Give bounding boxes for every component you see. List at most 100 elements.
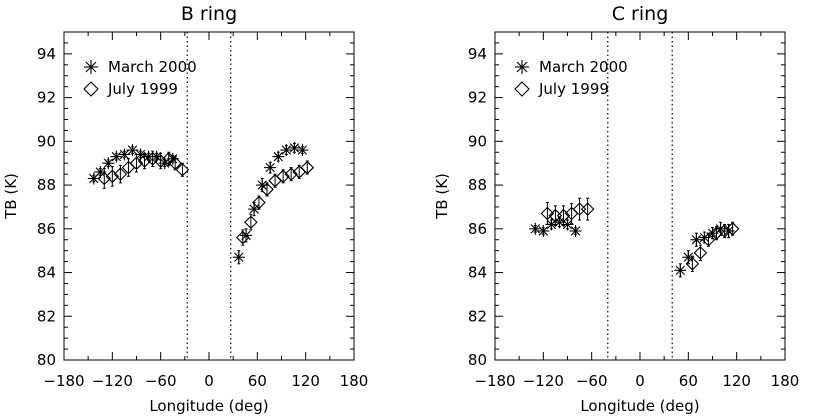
- y-tick-label: 90: [37, 132, 56, 150]
- data-point-july-1999: [175, 162, 190, 177]
- legend-marker-asterisk: [84, 60, 98, 74]
- legend: March 2000 July 1999: [514, 58, 628, 98]
- data-point-july-1999: [300, 160, 315, 175]
- y-axis: 80 82 84 86 88 90 92 94: [37, 31, 354, 369]
- data-point-july-1999: [717, 224, 732, 238]
- data-point-march-2000: [296, 144, 309, 157]
- y-tick-label: 80: [468, 351, 487, 369]
- x-tick-label: 180: [340, 372, 369, 390]
- y-tick-label: 86: [468, 220, 487, 238]
- data-point-july-1999: [580, 202, 595, 216]
- y-tick-label: 84: [468, 264, 487, 282]
- data-point-july-1999: [540, 206, 555, 221]
- reference-lines: [186, 32, 232, 360]
- data-point-july-1999: [97, 171, 112, 186]
- data-point-july-1999: [693, 246, 708, 260]
- x-tick-label: −120: [92, 372, 133, 390]
- data-point-july-1999: [685, 257, 700, 271]
- data-point-july-1999: [252, 195, 266, 210]
- y-tick-label: 92: [37, 89, 56, 107]
- y-tick-label: 82: [468, 307, 487, 325]
- y-tick-label: 94: [37, 45, 56, 63]
- legend: March 2000 July 1999: [83, 58, 197, 98]
- legend-label-series-2: July 1999: [107, 80, 178, 98]
- legend-label-series-1: March 2000: [108, 58, 197, 76]
- c-ring-panel: C ring −180 −120 −60 0 60 120 180 80 82 84 86 88 90…: [433, 3, 799, 415]
- data-point-march-2000: [537, 224, 550, 237]
- chart-title: B ring: [181, 3, 237, 25]
- x-tick-label: 120: [291, 372, 320, 390]
- y-axis-label: TB (K): [433, 173, 451, 220]
- data-point-july-1999: [709, 226, 724, 240]
- legend-label-series-2: July 1999: [538, 80, 609, 98]
- data-point-march-2000: [126, 144, 139, 157]
- data-point-july-1999: [284, 167, 298, 181]
- data-point-july-1999: [236, 230, 250, 245]
- data-point-july-1999: [556, 208, 571, 223]
- data-point-march-2000: [110, 150, 123, 163]
- data-point-july-1999: [168, 156, 182, 170]
- reference-lines: [607, 32, 673, 360]
- data-point-july-1999: [161, 152, 176, 166]
- b-ring-panel: B ring −180 −120 −60 0 60 120 180 80 82 84 86 88 90…: [2, 3, 368, 415]
- x-tick-label: 0: [204, 372, 214, 390]
- data-point-march-2000: [674, 264, 687, 277]
- y-tick-label: 88: [37, 176, 56, 194]
- data-point-july-1999: [244, 215, 258, 230]
- y-tick-label: 94: [468, 45, 487, 63]
- x-tick-label: 120: [722, 372, 751, 390]
- legend-diamond-icon: [83, 81, 99, 97]
- legend-marker-diamond: [83, 81, 99, 97]
- legend-asterisk-icon: [515, 60, 529, 74]
- x-tick-label: 180: [771, 372, 800, 390]
- data-point-march-2000: [102, 157, 115, 170]
- data-point-march-2000: [264, 161, 277, 174]
- data-point-july-1999: [701, 232, 716, 247]
- y-tick-label: 80: [37, 351, 56, 369]
- chart-title: C ring: [612, 3, 669, 25]
- data-point-march-2000: [280, 144, 293, 157]
- data-point-july-1999: [105, 169, 120, 184]
- data-point-july-1999: [113, 167, 128, 181]
- legend-marker-asterisk: [515, 60, 529, 74]
- data-point-march-2000: [232, 251, 245, 264]
- data-point-march-2000: [690, 233, 703, 246]
- data-point-march-2000: [288, 141, 301, 154]
- x-tick-label: 60: [248, 372, 267, 390]
- legend-diamond-icon: [514, 81, 530, 97]
- y-tick-label: 86: [37, 220, 56, 238]
- y-tick-label: 90: [468, 132, 487, 150]
- x-tick-label: −180: [474, 372, 515, 390]
- x-tick-label: −60: [145, 372, 177, 390]
- legend-marker-diamond: [514, 81, 530, 97]
- x-tick-label: 60: [679, 372, 698, 390]
- y-axis-label: TB (K): [2, 173, 20, 220]
- data-marks: [87, 141, 315, 265]
- data-marks: [529, 197, 740, 278]
- data-point-july-1999: [153, 154, 168, 168]
- data-point-march-2000: [256, 179, 269, 192]
- data-point-july-1999: [260, 182, 274, 197]
- x-tick-label: 0: [635, 372, 645, 390]
- x-axis-label: Longitude (deg): [580, 397, 699, 415]
- data-point-july-1999: [725, 222, 740, 236]
- x-axis: −180 −120 −60 0 60 120 180: [43, 32, 368, 390]
- data-point-july-1999: [276, 169, 290, 184]
- data-point-march-2000: [118, 148, 131, 161]
- data-point-march-2000: [272, 150, 285, 163]
- legend-label-series-1: March 2000: [539, 58, 628, 76]
- x-tick-label: −180: [43, 372, 84, 390]
- x-axis-label: Longitude (deg): [149, 397, 268, 415]
- y-tick-label: 82: [37, 307, 56, 325]
- x-axis: −180 −120 −60 0 60 120 180: [474, 32, 799, 390]
- y-tick-label: 92: [468, 89, 487, 107]
- data-point-march-2000: [569, 224, 582, 237]
- legend-asterisk-icon: [84, 60, 98, 74]
- x-tick-label: −120: [523, 372, 564, 390]
- data-point-july-1999: [129, 156, 144, 170]
- y-tick-label: 84: [37, 264, 56, 282]
- data-point-march-2000: [529, 222, 542, 235]
- x-tick-label: −60: [576, 372, 608, 390]
- y-axis: 80 82 84 86 88 90 92 94: [468, 31, 785, 369]
